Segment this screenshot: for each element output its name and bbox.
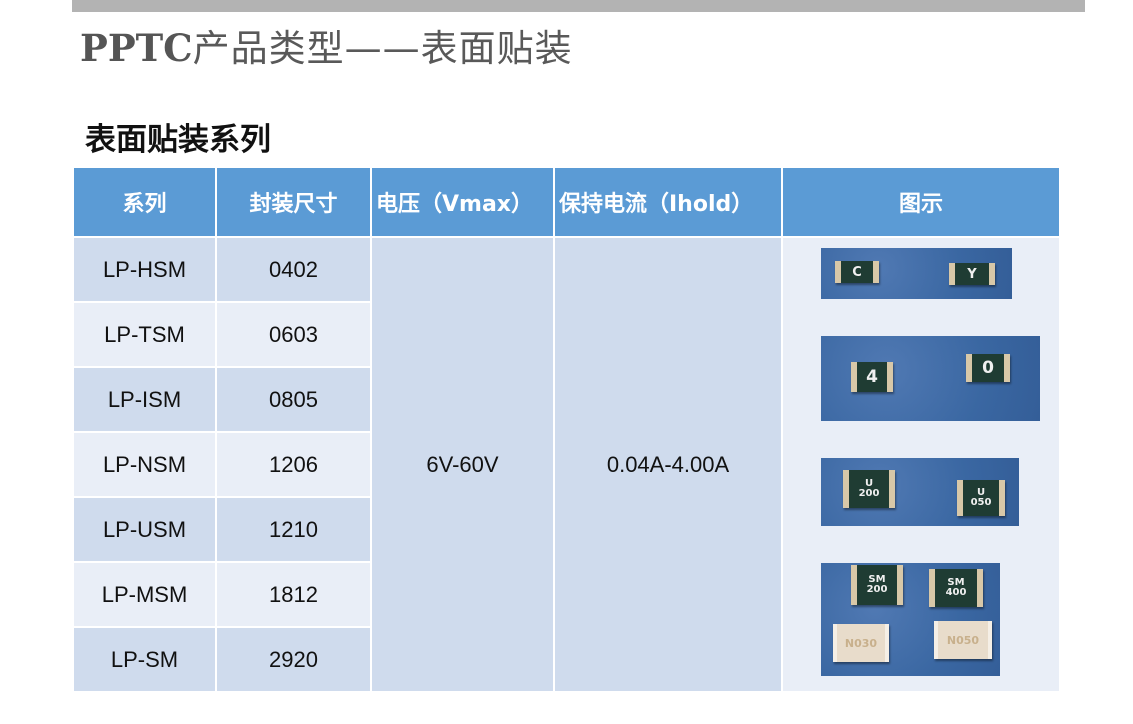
chip: 4 [851,362,893,392]
series-cell: LP-TSM [72,301,217,368]
chip-photo-2: 4 0 [821,336,1040,421]
page-title: PPTC产品类型——表面贴装 [80,18,573,72]
section-title: 表面贴装系列 [85,122,271,158]
table-row: LP-USM 1210 [72,496,1060,563]
package-cell: 1206 [215,431,372,498]
table-row: LP-TSM 0603 [72,301,1060,368]
chip: Y [949,263,995,285]
product-table: 系列 封装尺寸 电压（Vmax） 保持电流（Ihold） 图示 LP-HSM 0… [72,166,1061,693]
table-header: 系列 封装尺寸 电压（Vmax） 保持电流（Ihold） 图示 [72,166,1061,238]
series-cell: LP-NSM [72,431,217,498]
package-cell: 0603 [215,301,372,368]
package-cell: 1210 [215,496,372,563]
table-row: LP-HSM 0402 6V-60V 0.04A-4.00A C Y 4 0 U… [72,236,1061,693]
chip: N050 [934,621,992,659]
package-cell: 2920 [215,626,372,693]
package-cell: 0402 [215,236,372,303]
voltage-cell: 6V-60V [370,236,555,693]
column-header: 电压（Vmax） [370,166,555,238]
series-cell: LP-SM [72,626,217,693]
table-row: LP-ISM 0805 [72,366,1060,433]
brand-text: PPTC [80,26,193,70]
chip-photo-4: SM 200 SM 400 N030 N050 [821,563,1000,676]
chip: SM 200 [851,565,903,605]
top-bar [72,0,1085,12]
illustration-cell: C Y 4 0 U 200 U 050 SM 200 SM 400 N030 N050 [781,236,1061,693]
table-row: LP-SM 2920 [72,626,1060,693]
chip: C [835,261,879,283]
chip: U 050 [957,480,1005,516]
chip-photo-1: C Y [821,248,1012,299]
chip: N030 [833,624,889,662]
chip: U 200 [843,470,895,508]
series-cell: LP-ISM [72,366,217,433]
series-cell: LP-USM [72,496,217,563]
series-cell: LP-HSM [72,236,217,303]
chip: SM 400 [929,569,983,607]
package-cell: 1812 [215,561,372,628]
series-cell: LP-MSM [72,561,217,628]
chip: 0 [966,354,1010,382]
column-header: 图示 [781,166,1061,238]
chip-photo-3: U 200 U 050 [821,458,1019,526]
hold-current-cell: 0.04A-4.00A [553,236,783,693]
column-header: 系列 [72,166,217,238]
column-header: 封装尺寸 [215,166,372,238]
column-header: 保持电流（Ihold） [553,166,783,238]
table-row: LP-MSM 1812 [72,561,1060,628]
title-text: 产品类型——表面贴装 [192,27,573,70]
table-row: LP-NSM 1206 [72,431,1060,498]
package-cell: 0805 [215,366,372,433]
